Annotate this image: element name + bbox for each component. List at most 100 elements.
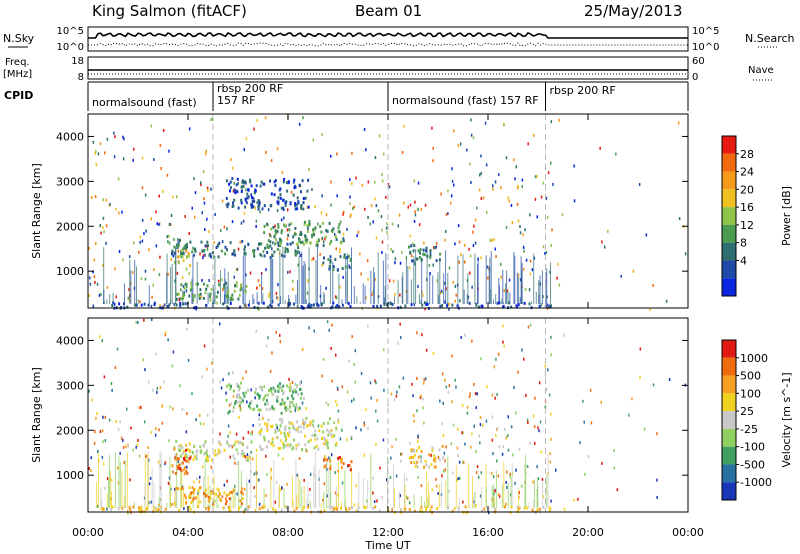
scatter-cell xyxy=(94,280,96,284)
echo-cell xyxy=(188,294,191,298)
streak xyxy=(246,476,248,508)
scatter-cell xyxy=(584,472,586,476)
colorbar-segment xyxy=(722,340,736,358)
scatter-cell xyxy=(517,219,520,223)
streak xyxy=(521,262,523,304)
nsky-label: N.Sky xyxy=(3,32,35,45)
scatter-cell xyxy=(270,159,273,163)
echo-cell xyxy=(305,239,308,243)
scatter-cell xyxy=(521,348,523,352)
echo-cell xyxy=(281,442,284,446)
echo-cell xyxy=(305,424,308,428)
echo-cell xyxy=(177,261,180,265)
echo-cell xyxy=(241,487,244,491)
echo-cell xyxy=(208,507,211,511)
scatter-cell xyxy=(498,445,501,449)
scatter-cell xyxy=(439,399,441,403)
scatter-cell xyxy=(383,348,385,352)
scatter-cell xyxy=(400,452,402,456)
scatter-cell xyxy=(478,188,481,192)
streak xyxy=(118,456,120,508)
echo-cell xyxy=(210,287,213,291)
scatter-cell xyxy=(210,118,212,122)
y-axis-label: Slant Range [km] xyxy=(30,163,43,259)
scatter-cell xyxy=(300,380,302,384)
scatter-cell xyxy=(271,392,273,396)
scatter-cell xyxy=(497,474,500,478)
echo-cell xyxy=(217,448,220,452)
echo-cell xyxy=(192,491,195,495)
echo-cell xyxy=(446,506,449,510)
scatter-cell xyxy=(276,429,279,433)
scatter-cell xyxy=(339,220,342,224)
scatter-cell xyxy=(492,475,495,479)
colorbar-segment xyxy=(722,207,736,225)
scatter-cell xyxy=(393,398,396,402)
scatter-cell xyxy=(330,347,332,350)
echo-cell xyxy=(349,259,352,263)
scatter-cell xyxy=(388,185,391,189)
scatter-cell xyxy=(258,478,260,482)
echo-cell xyxy=(289,201,292,205)
streak xyxy=(180,461,182,508)
echo-cell xyxy=(280,231,283,235)
echo-cell xyxy=(126,305,129,309)
streak xyxy=(302,265,304,304)
scatter-cell xyxy=(346,390,349,394)
echo-cell xyxy=(181,295,184,299)
echo-cell xyxy=(258,199,261,203)
echo-cell xyxy=(217,243,220,247)
scatter-cell xyxy=(275,481,278,484)
echo-cell xyxy=(516,505,519,509)
scatter-cell xyxy=(334,295,337,299)
scatter-cell xyxy=(494,180,497,184)
echo-cell xyxy=(179,454,182,458)
streak xyxy=(398,491,400,508)
scatter-cell xyxy=(307,227,309,230)
echo-cell xyxy=(177,292,180,296)
scatter-cell xyxy=(214,213,216,216)
echo-cell xyxy=(181,452,184,456)
echo-cell xyxy=(102,507,105,511)
echo-cell xyxy=(411,259,414,263)
echo-cell xyxy=(251,203,254,207)
echo-cell xyxy=(259,184,262,188)
scatter-cell xyxy=(261,287,264,291)
echo-cell xyxy=(266,243,269,247)
scatter-cell xyxy=(509,472,511,476)
streak xyxy=(362,478,364,508)
echo-cell xyxy=(252,196,255,200)
colorbar-tick-label: 28 xyxy=(740,148,754,161)
scatter-cell xyxy=(451,179,454,183)
scatter-cell xyxy=(103,486,106,490)
echo-cell xyxy=(259,445,262,448)
echo-cell xyxy=(283,431,286,435)
echo-cell xyxy=(250,195,253,199)
scatter-cell xyxy=(194,191,197,195)
echo-cell xyxy=(194,249,197,253)
echo-cell xyxy=(193,445,196,448)
scatter-cell xyxy=(452,423,455,427)
streak xyxy=(341,502,343,508)
scatter-cell xyxy=(251,430,253,434)
freq-unit: [MHz] xyxy=(3,69,32,80)
echo-cell xyxy=(228,492,231,496)
scatter-cell xyxy=(423,378,425,382)
scatter-cell xyxy=(422,406,424,410)
colorbar-tick-label: 12 xyxy=(740,219,754,232)
streak xyxy=(507,292,509,304)
scatter-cell xyxy=(503,344,505,348)
scatter-cell xyxy=(93,441,96,445)
scatter-cell xyxy=(168,439,170,443)
scatter-cell xyxy=(111,388,113,392)
scatter-cell xyxy=(221,495,224,499)
echo-cell xyxy=(226,179,228,183)
echo-cell xyxy=(334,305,337,309)
echo-cell xyxy=(320,230,323,234)
scatter-cell xyxy=(558,283,561,287)
scatter-cell xyxy=(472,244,475,248)
nave-label: Nave xyxy=(748,65,774,76)
scatter-cell xyxy=(151,318,153,322)
scatter-cell xyxy=(448,307,450,311)
scatter-cell xyxy=(546,387,548,391)
